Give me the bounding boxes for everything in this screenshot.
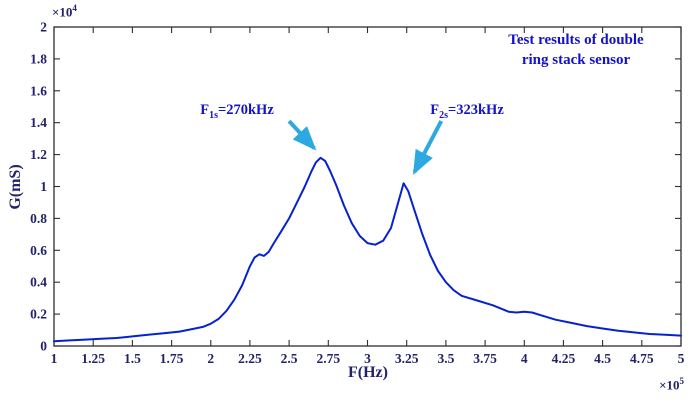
x-tick-label: 3.5 <box>437 351 454 366</box>
peak1-annotation-label: F1s=270kHz <box>200 102 274 121</box>
y-tick-label: 0.8 <box>30 211 47 226</box>
x-tick-label: 2.5 <box>281 351 298 366</box>
x-tick-label: 3 <box>364 351 371 366</box>
y-axis-label: G(mS) <box>7 164 24 210</box>
x-tick-label: 1.75 <box>160 351 184 366</box>
x-tick-label: 4.75 <box>630 351 654 366</box>
x-axis-exponent: ×105 <box>659 376 684 393</box>
x-tick-label: 4.25 <box>552 351 576 366</box>
y-tick-label: 1 <box>40 179 47 194</box>
y-tick-label: 1.2 <box>30 147 47 162</box>
chart-title-line-2: ring stack sensor <box>521 52 631 68</box>
x-tick-label: 3.75 <box>473 351 497 366</box>
annotation-arrow-2 <box>412 120 443 175</box>
conductance-curve <box>53 156 682 343</box>
x-tick-label: 4.5 <box>594 351 611 366</box>
y-tick-label: 0.2 <box>30 307 47 322</box>
peak2-annotation-label: F2s=323kHz <box>430 102 504 121</box>
x-tick-label: 5 <box>678 351 685 366</box>
x-axis-label: F(Hz) <box>348 364 388 381</box>
y-tick-label: 0.6 <box>30 243 47 258</box>
y-axis-exponent: ×104 <box>52 3 77 20</box>
x-tick-label: 2.75 <box>316 351 340 366</box>
y-tick-label: 1.4 <box>30 115 47 130</box>
y-tick-label: 1.6 <box>30 83 47 98</box>
x-tick-label: 1.5 <box>124 351 141 366</box>
x-tick-label: 1.25 <box>81 351 105 366</box>
x-tick-label: 1 <box>51 351 58 366</box>
plot-box <box>53 26 682 347</box>
chart-title: Test results of double ring stack sensor <box>468 30 684 70</box>
chart-title-line-1: Test results of double <box>508 32 644 48</box>
annotation-arrow-1 <box>287 119 317 151</box>
x-tick-label: 2 <box>207 351 214 366</box>
y-tick-label: 0 <box>40 339 47 354</box>
y-tick-label: 2 <box>40 20 47 35</box>
x-tick-label: 4 <box>521 351 528 366</box>
y-tick-label: 1.8 <box>30 51 47 66</box>
x-tick-label: 2.25 <box>238 351 262 366</box>
y-tick-label: 0.4 <box>30 275 47 290</box>
x-tick-label: 3.25 <box>395 351 419 366</box>
